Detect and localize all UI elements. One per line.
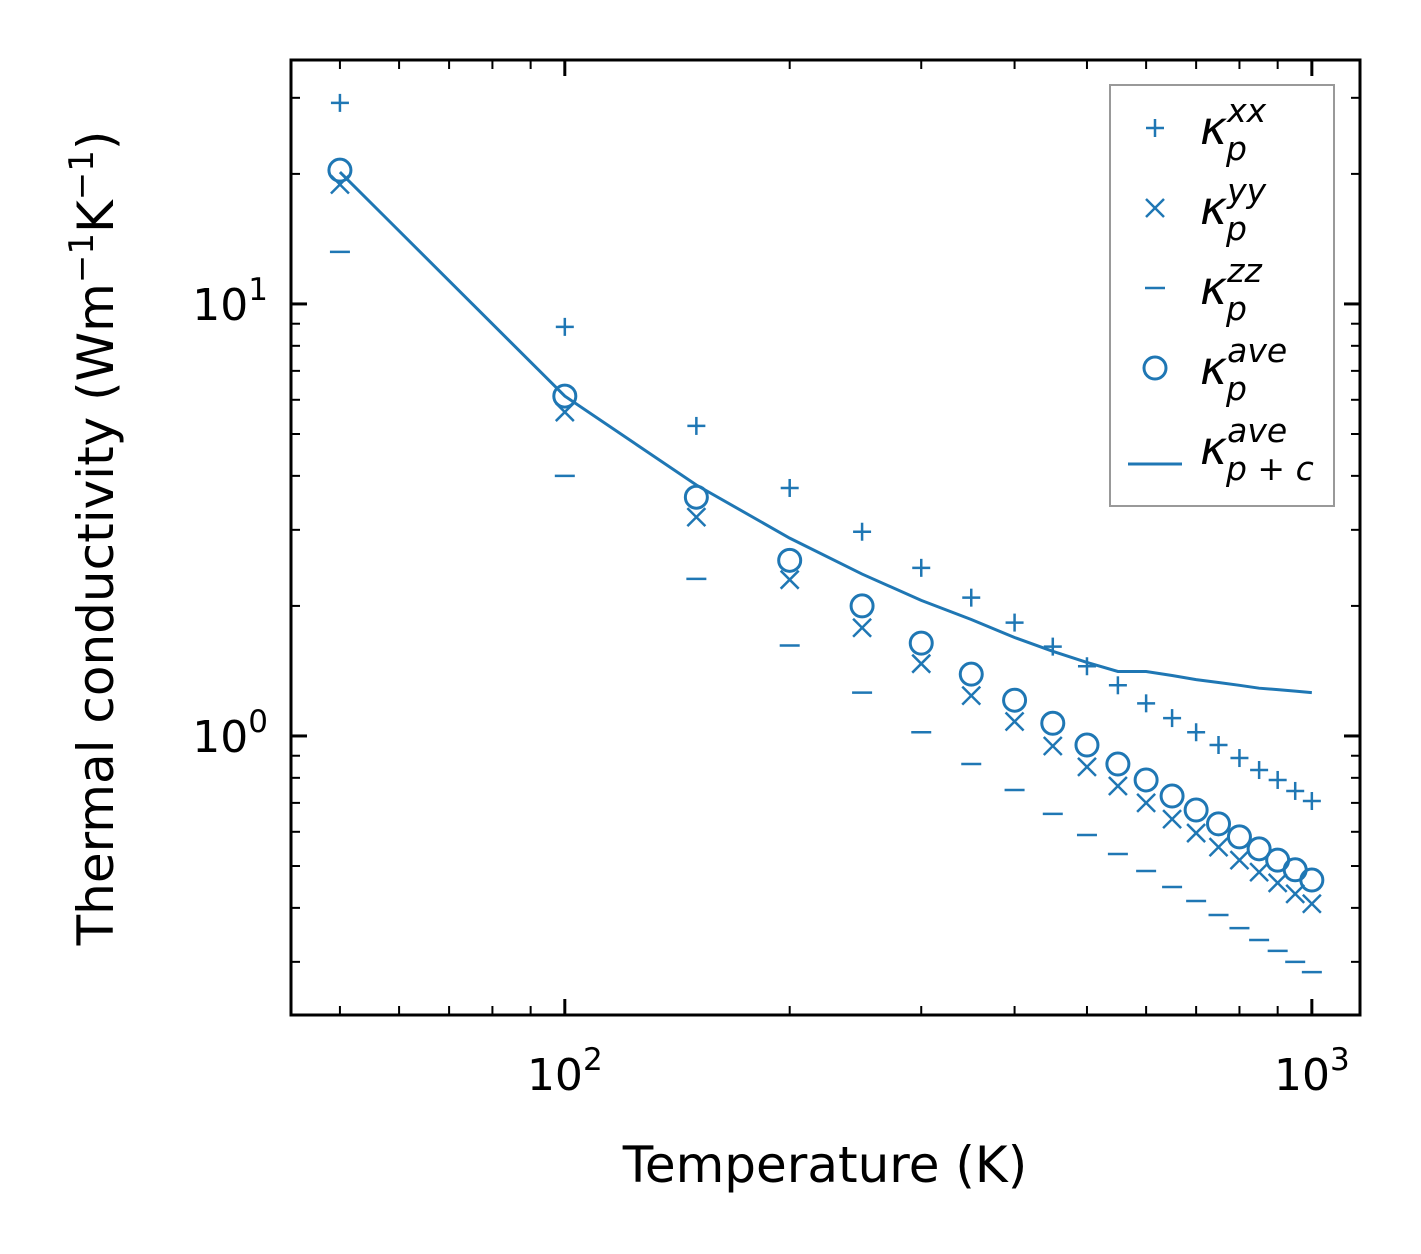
data-point [780, 478, 799, 497]
data-point [552, 383, 578, 409]
data-point [1163, 709, 1182, 728]
x-b [1301, 893, 1322, 914]
data-point [1077, 657, 1096, 676]
legend-frame [1109, 84, 1335, 507]
x-b [1267, 873, 1288, 893]
legend-label: κzz p [1200, 251, 1262, 328]
data-point [1186, 823, 1207, 843]
data-point [853, 522, 872, 541]
data-point [779, 569, 800, 590]
data-point [1230, 749, 1249, 768]
x-b [1229, 850, 1250, 870]
x-b [1004, 711, 1025, 732]
x-b [1042, 736, 1063, 756]
legend-label: κxx p [1200, 91, 1267, 168]
x-b [1136, 792, 1157, 813]
data-point [1249, 862, 1270, 882]
data-point [961, 685, 982, 706]
x-b [1108, 776, 1128, 796]
data-point [1206, 811, 1232, 837]
data-point [330, 93, 349, 112]
data-point [1002, 687, 1028, 713]
data-point [1286, 781, 1305, 800]
data-point [327, 157, 353, 183]
x-b [1208, 837, 1229, 857]
data-point [1074, 732, 1100, 758]
data-point [912, 558, 931, 577]
plot-frame [289, 58, 1362, 1017]
data-point [1250, 761, 1269, 780]
data-point [777, 547, 803, 573]
x-axis-label: Temperature (K) [622, 1136, 1027, 1194]
x-tick-label: 102 [527, 1042, 603, 1101]
data-point [686, 507, 707, 528]
data-marks [327, 93, 1325, 974]
data-point [1229, 850, 1250, 870]
data-point [1226, 824, 1252, 850]
legend-x-icon [1145, 198, 1165, 218]
data-point [1004, 711, 1025, 732]
y-axis-label: Thermal conductivity (Wm−1K−1) [62, 131, 125, 947]
data-point [1246, 836, 1272, 862]
x-b [1186, 823, 1207, 843]
data-point [908, 630, 934, 656]
data-point [1105, 751, 1131, 777]
legend-circle-icon [1142, 355, 1168, 381]
data-point [1077, 757, 1097, 777]
legend-plus-icon [1146, 119, 1164, 137]
data-point [1285, 883, 1306, 904]
x-tick-label: 103 [1274, 1042, 1350, 1101]
data-point [852, 617, 872, 638]
data-point [1005, 613, 1024, 632]
data-point [849, 593, 875, 619]
data-point [962, 588, 981, 607]
data-point [1208, 837, 1229, 857]
data-point [1137, 694, 1156, 713]
series-0 [330, 93, 1321, 811]
data-point [1108, 676, 1127, 695]
data-point [1187, 723, 1206, 742]
series-2 [329, 250, 1322, 974]
data-point [1302, 792, 1321, 811]
y-tick-label: 100 [192, 704, 268, 763]
data-point [1162, 809, 1182, 829]
series-3 [327, 157, 1325, 893]
x-b [1145, 198, 1165, 218]
series-line [338, 170, 1312, 695]
legend-label: κave p + c [1200, 411, 1314, 488]
x-b [779, 569, 800, 590]
y-tick-label: 101 [192, 272, 268, 331]
data-point [1299, 867, 1325, 893]
x-b [852, 617, 872, 638]
data-point [1040, 710, 1066, 736]
x-b [1285, 883, 1306, 904]
data-point [1159, 783, 1185, 809]
x-b [1249, 862, 1270, 882]
x-b [961, 685, 982, 706]
data-point [1267, 873, 1288, 893]
data-point [1183, 797, 1209, 823]
series-1 [330, 174, 1322, 914]
data-point [687, 416, 706, 435]
data-point [958, 661, 984, 687]
data-point [1108, 776, 1128, 796]
x-b [1077, 757, 1097, 777]
data-point [1042, 736, 1063, 756]
legend-label: κave p [1200, 331, 1287, 408]
data-point [911, 653, 932, 674]
data-point [1268, 770, 1287, 789]
data-point [1133, 767, 1159, 793]
tick-labels: 102 103 100 101 [192, 272, 1349, 1101]
data-point [1301, 893, 1322, 914]
series-4 [338, 170, 1312, 695]
x-b [1162, 809, 1182, 829]
x-b [911, 653, 932, 674]
x-b [686, 507, 707, 528]
data-point [1209, 735, 1228, 754]
legend-label: κyy p [1200, 171, 1267, 248]
data-point [555, 317, 574, 336]
data-point [1136, 792, 1157, 813]
